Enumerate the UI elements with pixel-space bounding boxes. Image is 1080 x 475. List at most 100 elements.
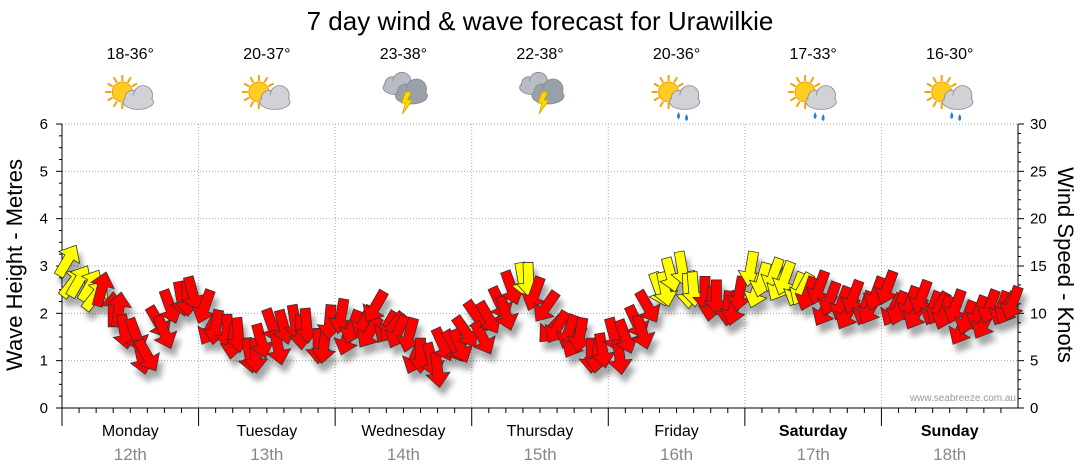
wind-arrow — [614, 318, 639, 354]
date-label: 13th — [250, 445, 283, 464]
watermark: www.seabreeze.com.au — [909, 393, 1016, 404]
rain-drop — [821, 114, 825, 121]
date-label: 14th — [387, 445, 420, 464]
sun-ray — [263, 76, 269, 83]
cloud-shape — [668, 85, 701, 110]
y-left-tick-label: 1 — [40, 353, 48, 370]
temperature-label: 16-30° — [926, 46, 973, 63]
thunderstorm-icon — [382, 71, 428, 115]
temperature-label: 22-38° — [516, 46, 563, 63]
sun-ray — [795, 101, 801, 108]
wind-arrow — [630, 313, 656, 350]
lightning-bolt — [537, 91, 550, 115]
y-left-tick-label: 3 — [40, 258, 48, 275]
sun-ray — [107, 96, 114, 102]
y-right-tick-label: 30 — [1030, 116, 1047, 133]
y-right-tick-label: 10 — [1030, 305, 1047, 322]
wind-arrow — [653, 270, 679, 308]
sun-ray — [112, 101, 118, 108]
temperature-label: 20-36° — [653, 46, 700, 63]
y-right-tick-label: 20 — [1030, 211, 1047, 228]
sun-ray — [809, 76, 815, 83]
cloud-shape — [122, 85, 154, 110]
y-left-tick-label: 5 — [40, 163, 48, 180]
wind-arrow — [266, 329, 292, 366]
wind-arrow — [362, 288, 389, 323]
y-left-tick-label: 6 — [40, 116, 48, 133]
sun-ray — [795, 76, 801, 83]
sun-ray — [932, 101, 938, 108]
thunderstorm-icon — [519, 71, 565, 115]
sun-ray — [814, 82, 821, 88]
rain-drop — [685, 114, 689, 121]
wind-arrow — [607, 338, 633, 376]
rain-drop — [950, 112, 954, 119]
sun-ray — [267, 82, 275, 88]
sun-ray — [926, 82, 933, 88]
wind-arrow — [634, 288, 661, 323]
temperature-label: 17-33° — [789, 46, 836, 63]
weather-icons — [105, 71, 974, 121]
axes: 0 1 2 3 4 5 6 0 5 10 15 20 25 30 Monday 12th 18-36° Tuesd… — [40, 46, 1047, 464]
date-label: 17th — [797, 445, 830, 464]
sun-ray — [946, 76, 952, 83]
sun-ray — [243, 82, 250, 88]
sun-showers-icon — [651, 75, 701, 121]
y-right-tick-label: 5 — [1030, 353, 1038, 370]
cloud-shape — [942, 85, 974, 110]
sun-showers-icon — [924, 75, 974, 121]
lightning-bolt — [400, 91, 414, 115]
rain-drop — [677, 112, 681, 119]
sun-ray — [107, 82, 114, 88]
temperature-label: 18-36° — [107, 46, 154, 63]
day-label: Tuesday — [236, 423, 297, 440]
wind-arrows — [53, 244, 1024, 389]
sun-ray — [243, 96, 250, 102]
day-label: Wednesday — [361, 423, 445, 440]
sun-ray — [789, 82, 797, 88]
cloud-shape — [805, 85, 837, 110]
date-label: 12th — [114, 445, 147, 464]
sun-ray — [112, 76, 118, 83]
sun-ray — [789, 96, 797, 102]
wind-arrow — [133, 337, 160, 372]
day-label: Friday — [654, 423, 698, 440]
y-left-tick-label: 0 — [40, 400, 48, 417]
temperature-label: 23-38° — [380, 46, 427, 63]
cloud-shape — [259, 85, 291, 110]
sun-ray — [677, 82, 684, 88]
sun-ray — [926, 96, 933, 102]
date-label: 18th — [933, 445, 966, 464]
partly-cloudy-sun-icon — [241, 75, 291, 110]
rain-drop — [813, 112, 817, 119]
sun-ray — [659, 76, 664, 83]
day-label: Monday — [102, 423, 159, 440]
sun-ray — [131, 82, 138, 88]
wind-arrow — [494, 294, 519, 331]
y-left-tick-label: 2 — [40, 305, 48, 322]
wind-arrow — [533, 289, 561, 322]
sun-ray — [950, 82, 957, 88]
y-axis-right-label: Wind Speed - Knots — [1053, 167, 1078, 363]
partly-cloudy-sun-icon — [105, 75, 154, 110]
y-left-tick-label: 4 — [40, 211, 48, 228]
y-right-tick-label: 0 — [1030, 400, 1038, 417]
y-right-tick-label: 15 — [1030, 258, 1047, 275]
wind-arrow — [999, 284, 1024, 321]
sun-ray — [126, 76, 132, 83]
wind-arrow — [152, 313, 178, 350]
chart-title: 7 day wind & wave forecast for Urawilkie — [307, 6, 774, 36]
day-label: Sunday — [921, 423, 979, 440]
date-label: 15th — [523, 445, 556, 464]
sun-ray — [249, 76, 255, 83]
sun-ray — [249, 101, 255, 108]
sun-showers-icon — [788, 75, 837, 121]
day-label: Thursday — [507, 423, 574, 440]
wind-arrow — [53, 244, 81, 279]
y-axis-left-label: Wave Height - Metres — [2, 159, 27, 371]
sun-ray — [659, 101, 664, 108]
temperature-label: 20-37° — [243, 46, 290, 63]
y-right-tick-label: 25 — [1030, 163, 1047, 180]
sun-ray — [673, 76, 678, 83]
